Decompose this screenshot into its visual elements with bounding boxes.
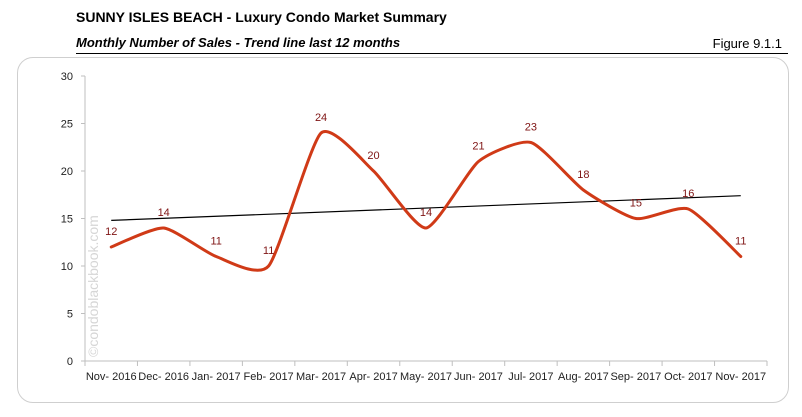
x-tick-label: Mar- 2017 [296, 371, 346, 383]
x-tick-label: May- 2017 [400, 371, 452, 383]
data-label: 12 [105, 226, 117, 238]
data-label: 11 [735, 236, 746, 248]
chart-title: SUNNY ISLES BEACH - Luxury Condo Market … [76, 9, 447, 25]
x-tick-label: Nov- 2016 [86, 371, 137, 383]
x-tick-label: Oct- 2017 [664, 371, 712, 383]
trend-line [111, 195, 741, 221]
data-label: 14 [420, 207, 432, 219]
chart-frame [17, 57, 789, 403]
data-labels: 12 14 11 11 24 20 14 21 23 18 15 16 11 [105, 112, 746, 257]
x-tick-label: Jun- 2017 [454, 371, 503, 383]
series-line [109, 130, 743, 272]
x-tick-label: Jul- 2017 [508, 371, 553, 383]
y-tick-label: 0 [67, 356, 73, 368]
x-tick-label: Jan- 2017 [192, 371, 241, 383]
data-label: 20 [367, 150, 379, 162]
watermark: ©condoblackbook.com [85, 215, 101, 357]
data-label: 11 [210, 236, 221, 248]
y-tick-label: 25 [61, 119, 73, 131]
data-label: 24 [315, 112, 327, 124]
data-label: 23 [525, 122, 537, 134]
trend-line-group [111, 195, 741, 221]
figure-number: Figure 9.1.1 [712, 36, 782, 51]
data-label: 15 [630, 198, 642, 210]
x-tick-label: Aug- 2017 [558, 371, 609, 383]
data-label: 14 [158, 207, 170, 219]
series-group [109, 130, 743, 272]
header-rule [76, 53, 788, 54]
y-axis-ticks: 0 5 10 15 20 25 30 [61, 71, 85, 368]
y-tick-label: 30 [61, 71, 73, 83]
chart-subtitle: Monthly Number of Sales - Trend line las… [76, 35, 401, 50]
data-label: 11 [263, 245, 274, 257]
x-tick-label: Dec- 2016 [138, 371, 189, 383]
x-tick-label: Sep- 2017 [610, 371, 661, 383]
x-tick-label: Apr- 2017 [349, 371, 397, 383]
data-label: 18 [577, 169, 589, 181]
y-tick-label: 20 [61, 166, 73, 178]
x-tick-label: Feb- 2017 [244, 371, 294, 383]
y-tick-label: 5 [67, 309, 73, 321]
data-label: 21 [472, 141, 484, 153]
x-tick-label: Nov- 2017 [715, 371, 766, 383]
x-axis-ticks: Nov- 2016 Dec- 2016 Jan- 2017 Feb- 2017 Mar-… [84, 361, 768, 383]
data-label: 16 [682, 188, 694, 200]
y-tick-label: 10 [61, 261, 73, 273]
y-tick-label: 15 [61, 214, 73, 226]
